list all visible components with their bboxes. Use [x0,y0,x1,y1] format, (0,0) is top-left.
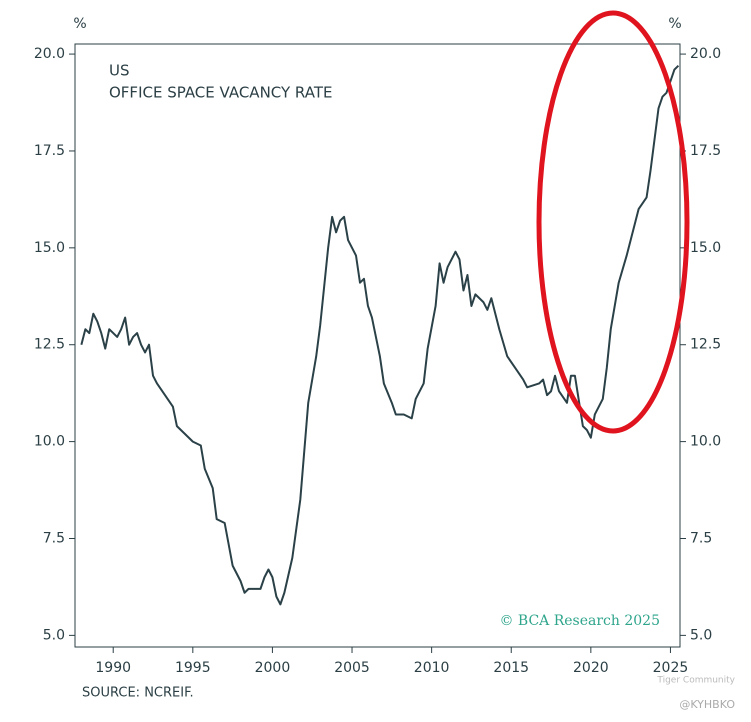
y2-tick-label: 10.0 [690,434,721,450]
watermark: Tiger Community [656,676,735,686]
x-tick-label: 1990 [95,660,131,676]
credit: © BCA Research 2025 [499,613,660,629]
x-tick-label: 1995 [175,660,211,676]
y-tick-label: 20.0 [34,46,65,62]
y2-tick-label: 5.0 [690,627,712,643]
x-tick-label: 2000 [255,660,291,676]
y2-tick-label: 12.5 [690,337,721,353]
y-tick-label: 17.5 [34,143,65,159]
x-tick-label: 2015 [493,660,529,676]
x-tick-label: 2005 [334,660,370,676]
x-tick-label: 2025 [653,660,689,676]
y-tick-label: 10.0 [34,434,65,450]
y-tick-label: 5.0 [43,627,65,643]
data-line [80,64,680,606]
y-tick-label: 15.0 [34,240,65,256]
y-unit: % [73,16,86,32]
y-tick-label: 12.5 [34,337,65,353]
x-tick-label: 2020 [573,660,609,676]
y-tick-label: 7.5 [43,530,65,546]
y2-tick-label: 7.5 [690,530,712,546]
watermark: @KYHBKO [679,698,735,711]
y2-tick-label: 20.0 [690,46,721,62]
y2-unit: % [668,16,681,32]
highlight-ellipse [536,10,690,434]
y2-tick-label: 15.0 [690,240,721,256]
chart-title: US [109,62,130,80]
source: SOURCE: NCREIF. [82,686,194,701]
x-tick-label: 2010 [414,660,450,676]
plot-frame [74,43,681,648]
y2-tick-label: 17.5 [690,143,721,159]
chart-subtitle: OFFICE SPACE VACANCY RATE [109,84,332,102]
